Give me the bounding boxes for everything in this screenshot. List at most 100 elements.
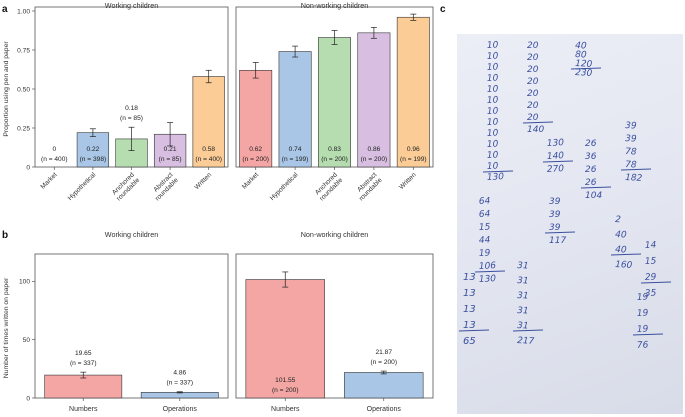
sum-underline xyxy=(458,329,490,332)
sample-size-label: (n = 200) xyxy=(370,359,397,366)
sum-underline xyxy=(482,170,514,173)
data-label: 0.22 xyxy=(86,146,99,153)
x-tick-label: Abstractroundable xyxy=(149,171,180,202)
handwritten-number: 31 xyxy=(517,306,529,317)
handwritten-number: 10 xyxy=(487,84,499,95)
handwritten-sum: 140 xyxy=(527,125,544,135)
chart-a-nonworking: Non-working children 0.62 (n = 200) Market 0… xyxy=(235,1,434,202)
data-label: 19.65 xyxy=(75,350,92,357)
handwritten-sum: 130 xyxy=(487,172,505,183)
handwritten-number: 20 xyxy=(527,113,539,123)
sample-size-label: (n = 85) xyxy=(159,156,182,163)
x-tick-label: Numbers xyxy=(271,406,300,413)
handwritten-number: 10 xyxy=(487,95,499,106)
handwritten-column: 64 64 15 44 19 106 130 xyxy=(474,196,506,285)
handwritten-number: 140 xyxy=(547,151,565,162)
handwritten-column: 13 13 13 13 65 xyxy=(458,272,490,347)
handwritten-column: 19 19 19 76 xyxy=(632,292,664,351)
handwritten-number: 20 xyxy=(527,89,539,99)
handwritten-number: 19 xyxy=(637,292,649,303)
handwritten-sum: 130 xyxy=(479,274,497,285)
plot-frame xyxy=(34,253,229,399)
handwritten-number: 2 xyxy=(615,215,622,225)
bar-operations xyxy=(344,372,424,399)
x-tick-label: Market xyxy=(40,171,59,190)
x-tick-label: Hypothetical xyxy=(67,171,98,202)
y-tick-label: 1.00 xyxy=(17,8,30,15)
sum-underline xyxy=(580,186,612,189)
sum-underline xyxy=(570,67,602,70)
handwritten-number: 19 xyxy=(479,248,491,259)
sum-underline xyxy=(544,231,576,234)
x-tick-label: Operations xyxy=(367,406,402,413)
sample-size-label: (n = 200) xyxy=(321,156,348,163)
y-tick-label: 0 xyxy=(26,164,30,171)
y-tick-label: 0.50 xyxy=(17,86,30,93)
handwritten-column: 2 40 40 160 xyxy=(610,215,642,271)
handwritten-number: 39 xyxy=(549,197,561,207)
handwritten-number: 31 xyxy=(517,321,529,332)
x-tick-label: Abstractroundable xyxy=(353,171,384,202)
handwritten-number: 20 xyxy=(527,77,539,87)
handwritten-column: 26 36 26 26 104 xyxy=(580,139,612,201)
handwritten-number: 10 xyxy=(487,62,499,73)
handwritten-column: 39 39 39 117 xyxy=(544,197,576,246)
sample-size-label: (n = 200) xyxy=(361,156,388,163)
sum-underline xyxy=(640,281,672,284)
handwritten-number: 10 xyxy=(487,139,499,150)
handwritten-number: 106 xyxy=(479,261,497,272)
handwritten-number: 10 xyxy=(487,161,499,172)
data-label: 0.21 xyxy=(164,146,177,153)
data-label: 0 xyxy=(52,146,56,153)
x-tick-label: Anchoredroundable xyxy=(313,171,344,202)
handwritten-column: 20 20 20 20 20 20 20 140 xyxy=(522,41,554,135)
handwritten-number: 80 xyxy=(575,50,587,61)
panel-label-c: c xyxy=(440,4,446,15)
handwritten-number: 10 xyxy=(487,40,499,51)
handwritten-sum: 230 xyxy=(575,68,593,79)
x-tick-label-line: Hypothetical xyxy=(67,171,98,202)
handwritten-number: 26 xyxy=(585,139,597,149)
y-axis-label: Number of times written on paper xyxy=(3,277,10,378)
handwritten-number: 14 xyxy=(645,240,657,251)
handwritten-number: 29 xyxy=(645,272,657,283)
handwritten-number: 13 xyxy=(463,320,476,331)
data-label: 4.86 xyxy=(173,370,186,377)
handwritten-sum: 182 xyxy=(625,173,643,184)
handwritten-column: 14 15 29 35 xyxy=(640,240,672,299)
y-axis-label: Proportion using pen and paper xyxy=(3,41,10,137)
handwritten-number: 40 xyxy=(575,41,587,52)
handwritten-number: 19 xyxy=(637,324,649,335)
handwritten-number: 31 xyxy=(517,276,529,287)
x-tick-label: Written xyxy=(398,171,418,191)
handwritten-number: 40 xyxy=(615,245,627,256)
sample-size-label: (n = 199) xyxy=(282,156,309,163)
handwritten-sum: 76 xyxy=(637,340,649,351)
sum-underline xyxy=(474,270,506,273)
x-tick-label: Operations xyxy=(163,406,198,413)
sum-underline xyxy=(542,160,574,163)
data-label: 101.55 xyxy=(275,377,296,384)
bar-hypothetical xyxy=(76,132,110,168)
bar-numbers xyxy=(245,279,325,399)
charts-group: Working children 0 0.25 0.50 0.75 1.00 Proport… xyxy=(3,1,434,413)
data-label: 0.18 xyxy=(125,105,138,112)
handwritten-number: 20 xyxy=(527,41,539,51)
notebook-page: 1010101010101010101010101302020202020202… xyxy=(458,40,672,351)
x-tick-label: Anchoredroundable xyxy=(110,171,141,202)
handwritten-column: 31 31 31 31 31 217 xyxy=(512,261,544,347)
x-tick-label: Market xyxy=(241,171,260,190)
handwritten-number: 10 xyxy=(487,117,499,128)
sum-underline xyxy=(610,253,642,256)
chart-b-working: Working children 0 50 100 Number of times wr… xyxy=(3,230,229,413)
handwritten-number: 15 xyxy=(645,256,657,267)
handwritten-number: 10 xyxy=(487,73,499,84)
data-label: 0.83 xyxy=(328,146,341,153)
handwritten-number: 39 xyxy=(625,134,637,145)
data-label: 21.87 xyxy=(375,349,392,356)
sample-size-label: (n = 337) xyxy=(70,360,97,367)
handwritten-column: 39 39 78 78 182 xyxy=(620,121,652,184)
x-tick-label: Numbers xyxy=(69,406,98,413)
